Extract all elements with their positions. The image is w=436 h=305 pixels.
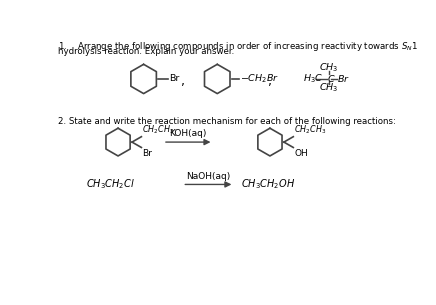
Text: $Br$: $Br$ <box>337 74 350 84</box>
Text: $CH_3CH_2OH$: $CH_3CH_2OH$ <box>241 178 295 191</box>
Text: NaOH(aq): NaOH(aq) <box>186 172 231 181</box>
Text: KOH(aq): KOH(aq) <box>170 129 207 138</box>
Text: $H_3C$: $H_3C$ <box>303 73 323 85</box>
Text: ,: , <box>181 75 185 88</box>
Text: hydrolysis reaction. Explain your answer.: hydrolysis reaction. Explain your answer… <box>58 47 235 56</box>
Text: ,: , <box>268 75 272 88</box>
Text: $C$: $C$ <box>327 74 336 84</box>
Text: $CH_3$: $CH_3$ <box>319 82 338 95</box>
Text: OH: OH <box>294 149 308 158</box>
Text: $CH_2CH_3$: $CH_2CH_3$ <box>294 124 326 136</box>
Text: Br: Br <box>169 74 180 84</box>
Text: $CH_3CH_2Cl$: $CH_3CH_2Cl$ <box>85 178 135 191</box>
Text: 1.    Arrange the following compounds in order of increasing reactivity towards : 1. Arrange the following compounds in or… <box>58 40 419 53</box>
Text: Br: Br <box>142 149 152 158</box>
Text: $-CH_2Br$: $-CH_2Br$ <box>240 73 279 85</box>
Text: $CH_3$: $CH_3$ <box>319 62 338 74</box>
Text: $CH_2CH_3$: $CH_2CH_3$ <box>142 124 174 136</box>
Text: 2. State and write the reaction mechanism for each of the following reactions:: 2. State and write the reaction mechanis… <box>58 117 396 127</box>
